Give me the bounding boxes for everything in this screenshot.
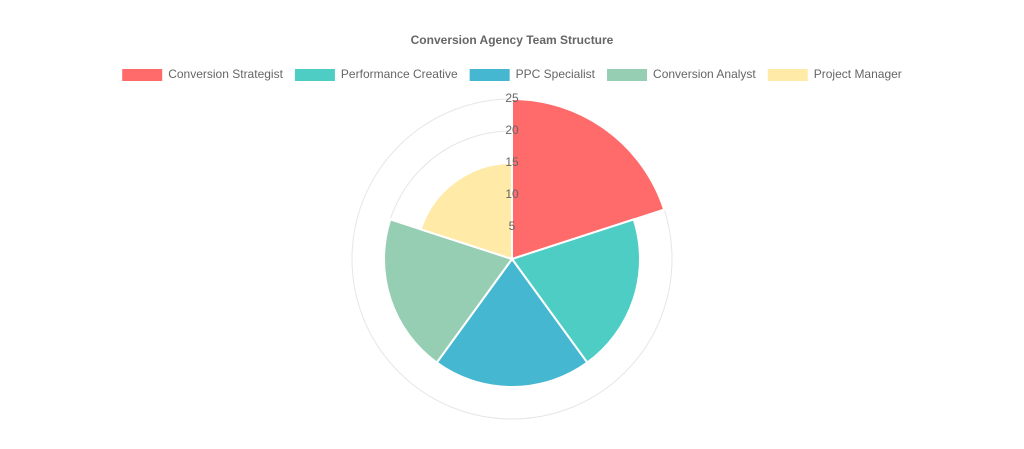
chart-title: Conversion Agency Team Structure — [411, 33, 614, 47]
legend: Conversion Strategist Performance Creativ… — [122, 67, 902, 81]
legend-label: Project Manager — [814, 67, 902, 81]
tick-label: 25 — [505, 91, 519, 105]
legend-item: Conversion Strategist — [122, 67, 284, 81]
tick-label: 15 — [505, 155, 519, 169]
slice — [383, 218, 514, 364]
legend-swatch — [469, 69, 510, 81]
ticks: 5 10 15 20 25 — [505, 91, 519, 233]
legend-label: Conversion Strategist — [168, 67, 283, 81]
tick-label: 5 — [509, 219, 516, 233]
legend-item: Conversion Analyst — [607, 67, 756, 81]
legend-item: PPC Specialist — [469, 67, 596, 81]
legend-label: Conversion Analyst — [653, 67, 756, 81]
slice — [511, 97, 666, 261]
legend-item: Project Manager — [767, 67, 902, 81]
tick-label: 20 — [505, 123, 519, 137]
legend-swatch — [294, 69, 335, 81]
slice — [510, 218, 641, 364]
legend-item: Performance Creative — [294, 67, 458, 81]
slice — [435, 257, 589, 388]
legend-label: Performance Creative — [341, 67, 458, 81]
legend-swatch — [122, 69, 163, 81]
legend-swatch — [607, 69, 648, 81]
slices — [383, 97, 666, 388]
legend-swatch — [767, 69, 808, 81]
tick-label: 10 — [505, 187, 519, 201]
legend-label: PPC Specialist — [516, 67, 596, 81]
slice — [419, 161, 513, 261]
